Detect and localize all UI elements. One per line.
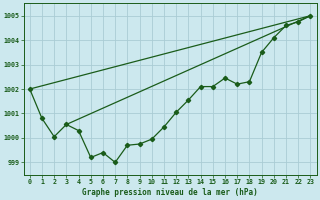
X-axis label: Graphe pression niveau de la mer (hPa): Graphe pression niveau de la mer (hPa) bbox=[82, 188, 258, 197]
